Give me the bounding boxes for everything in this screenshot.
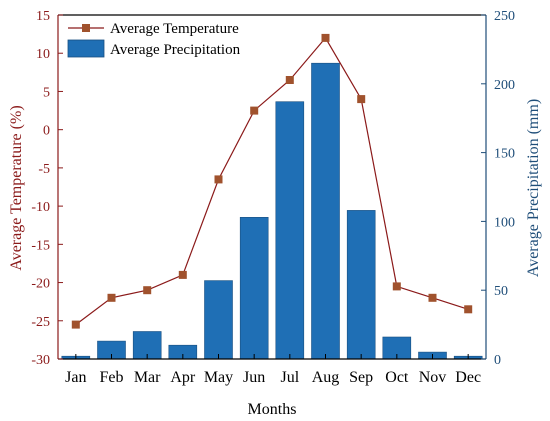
legend-temperature-marker xyxy=(82,24,90,32)
temperature-point-oct xyxy=(392,282,401,291)
x-tick-label-jul: Jul xyxy=(280,369,299,386)
temperature-point-may xyxy=(214,175,223,184)
left-tick-label: 0 xyxy=(43,124,50,139)
right-tick-label: 250 xyxy=(494,9,515,24)
legend: Average Temperature Average Precipitatio… xyxy=(67,21,241,58)
left-tick-label: -25 xyxy=(31,315,50,330)
right-tick-label: 200 xyxy=(494,78,515,93)
x-tick-label-may: May xyxy=(204,369,233,386)
x-tick-label-oct: Oct xyxy=(385,369,409,386)
x-tick-label-nov: Nov xyxy=(419,369,447,386)
right-axis-label: Average Precipitation (mm) xyxy=(525,99,542,277)
x-tick-label-jan: Jan xyxy=(65,369,86,386)
precipitation-bar-jun xyxy=(239,217,269,360)
temperature-point-dec xyxy=(464,305,473,314)
tick-labels: 151050-5-10-15-20-25-30250200150100500Ja… xyxy=(31,9,515,386)
temperature-point-sep xyxy=(357,95,366,104)
precipitation-bars xyxy=(61,62,483,360)
axes xyxy=(57,14,487,360)
left-tick-label: -30 xyxy=(31,353,50,368)
temperature-point-jan xyxy=(71,320,80,329)
x-tick-label-dec: Dec xyxy=(455,369,481,386)
left-axis-label: Average Temperature (%) xyxy=(8,105,25,270)
precipitation-bar-sep xyxy=(346,210,376,360)
temperature-point-nov xyxy=(428,293,437,302)
temperature-point-jul xyxy=(285,76,294,84)
temperature-point-apr xyxy=(178,270,187,279)
right-tick-label: 150 xyxy=(494,147,515,162)
left-tick-label: 10 xyxy=(36,47,50,62)
right-tick-label: 50 xyxy=(494,284,508,299)
temperature-point-mar xyxy=(143,286,152,295)
left-tick-label: 15 xyxy=(36,9,50,24)
legend-precipitation-label: Average Precipitation xyxy=(110,42,241,58)
right-tick-label: 0 xyxy=(494,353,501,368)
temperature-point-feb xyxy=(107,293,116,302)
x-tick-label-jun: Jun xyxy=(243,369,265,386)
temperature-point-aug xyxy=(321,33,330,42)
left-tick-label: -5 xyxy=(38,162,50,177)
temperature-line xyxy=(75,36,469,326)
x-tick-label-aug: Aug xyxy=(312,369,340,386)
legend-temperature-label: Average Temperature xyxy=(110,21,239,37)
left-tick-label: -20 xyxy=(31,277,50,292)
x-tick-label-apr: Apr xyxy=(170,369,196,386)
right-tick-label: 100 xyxy=(494,215,515,230)
precipitation-bar-may xyxy=(204,280,233,360)
temperature-point-jun xyxy=(250,106,259,115)
left-tick-label: -10 xyxy=(31,200,50,215)
x-tick-label-mar: Mar xyxy=(134,369,161,386)
x-axis-label: Months xyxy=(248,401,297,418)
temperature-line-layer xyxy=(71,33,473,329)
x-tick-label-sep: Sep xyxy=(349,369,373,386)
x-tick-label-feb: Feb xyxy=(100,369,124,386)
left-tick-label: -15 xyxy=(31,238,50,253)
left-tick-label: 5 xyxy=(43,85,50,100)
precipitation-bar-aug xyxy=(311,62,340,360)
legend-precipitation-swatch xyxy=(67,39,105,58)
precipitation-bar-jul xyxy=(275,101,305,360)
